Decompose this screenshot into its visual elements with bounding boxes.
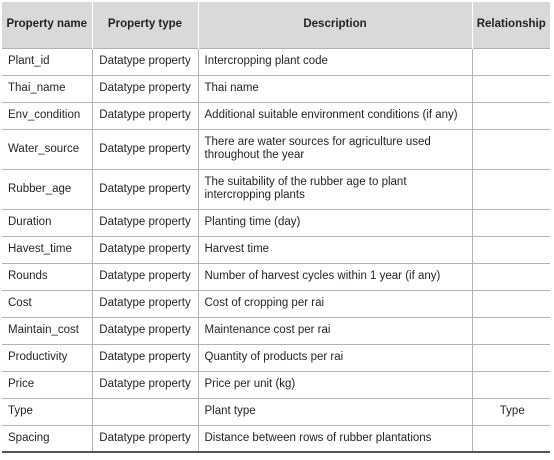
cell-property-type <box>91 397 199 426</box>
cell-property-type: Datatype property <box>91 289 199 318</box>
cell-property-type: Datatype property <box>91 101 199 130</box>
cell-property-name: Cost <box>2 289 93 318</box>
cell-property-name: Productivity <box>2 343 93 372</box>
cell-relationship <box>471 316 550 345</box>
cell-property-name: Spacing <box>2 424 93 453</box>
property-table: Property name Property type Description … <box>2 2 550 453</box>
cell-description: Number of harvest cycles within 1 year (… <box>197 262 473 291</box>
cell-property-name: Env_condition <box>2 101 93 130</box>
table-row: Cost Datatype property Cost of cropping … <box>2 289 550 318</box>
cell-relationship <box>471 424 550 453</box>
cell-description: Harvest time <box>197 235 473 264</box>
cell-relationship <box>471 74 550 103</box>
cell-property-type: Datatype property <box>91 424 199 453</box>
cell-property-type: Datatype property <box>91 370 199 399</box>
cell-description: Maintenance cost per rai <box>197 316 473 345</box>
table-row: Spacing Datatype property Distance betwe… <box>2 424 550 453</box>
table-row: Type Plant type Type <box>2 397 550 426</box>
cell-property-type: Datatype property <box>91 128 199 170</box>
cell-property-name: Price <box>2 370 93 399</box>
cell-relationship <box>471 343 550 372</box>
cell-description: The suitability of the rubber age to pla… <box>197 168 473 210</box>
cell-description: Quantity of products per rai <box>197 343 473 372</box>
header-property-name: Property name <box>2 2 93 48</box>
cell-property-name: Thai_name <box>2 74 93 103</box>
cell-description: Distance between rows of rubber plantati… <box>197 424 473 453</box>
table-row: Water_source Datatype property There are… <box>2 128 550 170</box>
cell-property-name: Maintain_cost <box>2 316 93 345</box>
cell-description: Price per unit (kg) <box>197 370 473 399</box>
table-header: Property name Property type Description … <box>2 2 550 48</box>
table-row: Thai_name Datatype property Thai name <box>2 74 550 103</box>
header-relationship: Relationship <box>471 2 550 48</box>
cell-property-type: Datatype property <box>91 208 199 237</box>
table-row: Maintain_cost Datatype property Maintena… <box>2 316 550 345</box>
cell-description: Thai name <box>197 74 473 103</box>
cell-relationship <box>471 235 550 264</box>
cell-property-type: Datatype property <box>91 235 199 264</box>
cell-relationship <box>471 101 550 130</box>
cell-property-type: Datatype property <box>91 316 199 345</box>
cell-property-name: Water_source <box>2 128 93 170</box>
cell-description: Plant type <box>197 397 473 426</box>
cell-relationship <box>471 370 550 399</box>
cell-property-type: Datatype property <box>91 262 199 291</box>
cell-description: There are water sources for agriculture … <box>197 128 473 170</box>
table-row: Duration Datatype property Planting time… <box>2 208 550 237</box>
cell-property-type: Datatype property <box>91 47 199 76</box>
cell-description: Cost of cropping per rai <box>197 289 473 318</box>
cell-description: Planting time (day) <box>197 208 473 237</box>
cell-description: Additional suitable environment conditio… <box>197 101 473 130</box>
table-row: Price Datatype property Price per unit (… <box>2 370 550 399</box>
cell-relationship <box>471 208 550 237</box>
table-row: Rubber_age Datatype property The suitabi… <box>2 168 550 210</box>
cell-property-name: Rubber_age <box>2 168 93 210</box>
cell-property-name: Rounds <box>2 262 93 291</box>
table-row: Plant_id Datatype property Intercropping… <box>2 47 550 76</box>
cell-description: Intercropping plant code <box>197 47 473 76</box>
table-row: Env_condition Datatype property Addition… <box>2 101 550 130</box>
table-row: Productivity Datatype property Quantity … <box>2 343 550 372</box>
cell-relationship <box>471 262 550 291</box>
cell-property-type: Datatype property <box>91 74 199 103</box>
cell-relationship: Type <box>471 397 550 426</box>
header-row: Property name Property type Description … <box>2 2 550 48</box>
cell-property-type: Datatype property <box>91 343 199 372</box>
table-row: Rounds Datatype property Number of harve… <box>2 262 550 291</box>
cell-property-name: Plant_id <box>2 47 93 76</box>
header-description: Description <box>197 2 473 48</box>
cell-relationship <box>471 128 550 170</box>
table-body: Plant_id Datatype property Intercropping… <box>2 47 550 453</box>
cell-relationship <box>471 47 550 76</box>
cell-relationship <box>471 289 550 318</box>
cell-property-type: Datatype property <box>91 168 199 210</box>
cell-property-name: Type <box>2 397 93 426</box>
property-table-container: Property name Property type Description … <box>2 2 550 453</box>
cell-property-name: Havest_time <box>2 235 93 264</box>
table-row: Havest_time Datatype property Harvest ti… <box>2 235 550 264</box>
header-property-type: Property type <box>91 2 199 48</box>
cell-relationship <box>471 168 550 210</box>
cell-property-name: Duration <box>2 208 93 237</box>
